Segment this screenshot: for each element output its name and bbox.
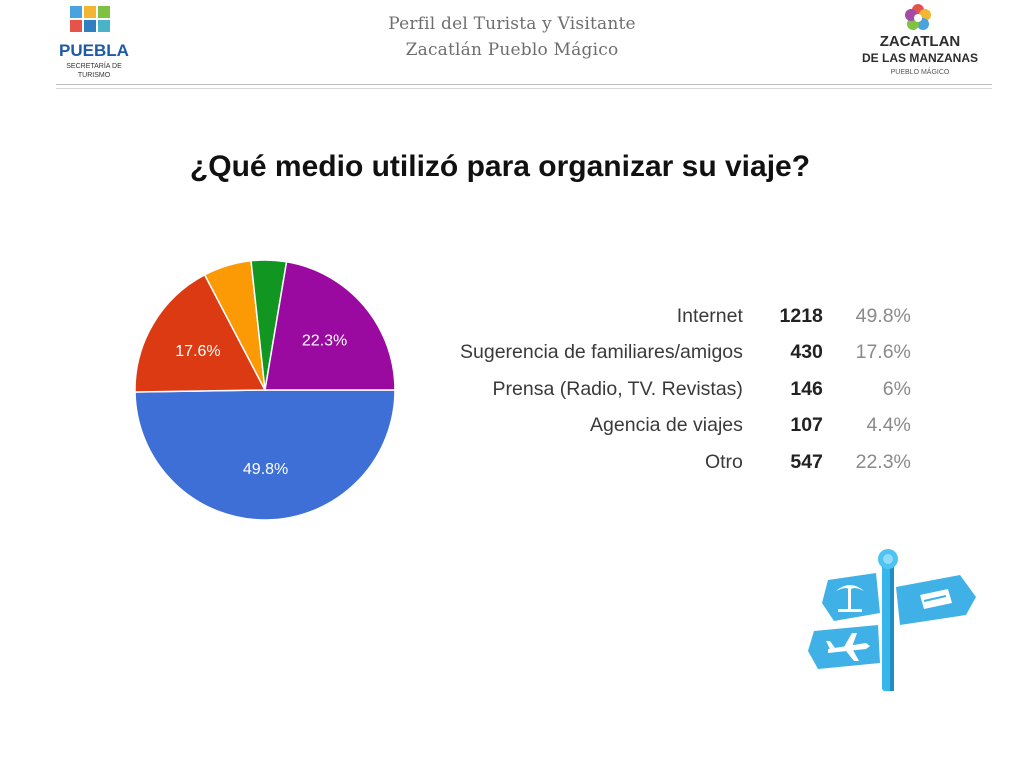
pie-slice-label: 22.3% [302,333,347,350]
logo-name: PUEBLA [59,41,129,60]
legend-percent: 4.4% [866,414,911,437]
legend-label: Prensa (Radio, TV. Revistas) [492,377,743,400]
header-line2: Zacatlán Pueblo Mágico [405,40,619,60]
pie-slice [264,260,396,391]
logo-square-icon [84,20,96,32]
legend-percent: 49.8% [855,304,911,327]
pie-slice-label: 49.8% [243,461,288,478]
legend-count: 430 [790,341,823,364]
pie-slice [134,389,396,521]
puebla-logo: PUEBLA SECRETARÍA DE TURISMO [59,6,129,79]
pie-slice [134,273,267,393]
legend-label: Sugerencia de familiares/amigos [460,341,743,364]
legend-label: Internet [676,304,743,327]
logo-right-line3: PUEBLO MÁGICO [891,67,950,76]
logo-square-icon [98,20,110,32]
legend-table: Internet 1218 49.8% Sugerencia de famili… [460,298,911,481]
legend-percent: 17.6% [855,341,911,364]
flower-icon [905,4,931,30]
legend-count: 547 [790,450,823,473]
logo-square-icon [98,6,110,18]
ticket-icon [920,589,952,609]
header-line1: Perfil del Turista y Visitante [388,14,636,34]
legend-percent: 22.3% [855,450,911,473]
palm-tree-icon [836,585,864,612]
legend-label: Agencia de viajes [590,414,743,437]
legend-row: Agencia de viajes 107 4.4% [460,408,911,445]
legend-count: 1218 [779,304,823,327]
logo-square-icon [70,20,82,32]
header-divider [56,84,992,85]
logo-sub1: SECRETARÍA DE [66,61,122,70]
header-divider [56,88,992,89]
pie-chart: 49.8% 17.6% 22.3% [134,259,396,521]
logo-square-icon [84,6,96,18]
legend-count: 107 [790,414,823,437]
legend-percent: 6% [882,377,911,400]
legend-row: Prensa (Radio, TV. Revistas) 146 6% [460,371,911,408]
legend-count: 146 [790,377,823,400]
airplane-icon [826,633,870,661]
zacatlan-logo: ZACATLAN DE LAS MANZANAS PUEBLO MÁGICO [862,4,978,76]
legend-row: Internet 1218 49.8% [460,298,911,335]
legend-row: Otro 547 22.3% [460,444,911,481]
logo-square-icon [70,6,82,18]
legend-row: Sugerencia de familiares/amigos 430 17.6… [460,335,911,372]
slide-title: ¿Qué medio utilizó para organizar su via… [189,150,811,183]
pie-slice-label: 17.6% [175,343,220,360]
signpost-icon [808,549,976,691]
logo-right-line2: DE LAS MANZANAS [862,51,978,65]
logo-sub2: TURISMO [78,72,111,79]
legend-label: Otro [704,450,743,473]
logo-right-line1: ZACATLAN [880,33,961,50]
